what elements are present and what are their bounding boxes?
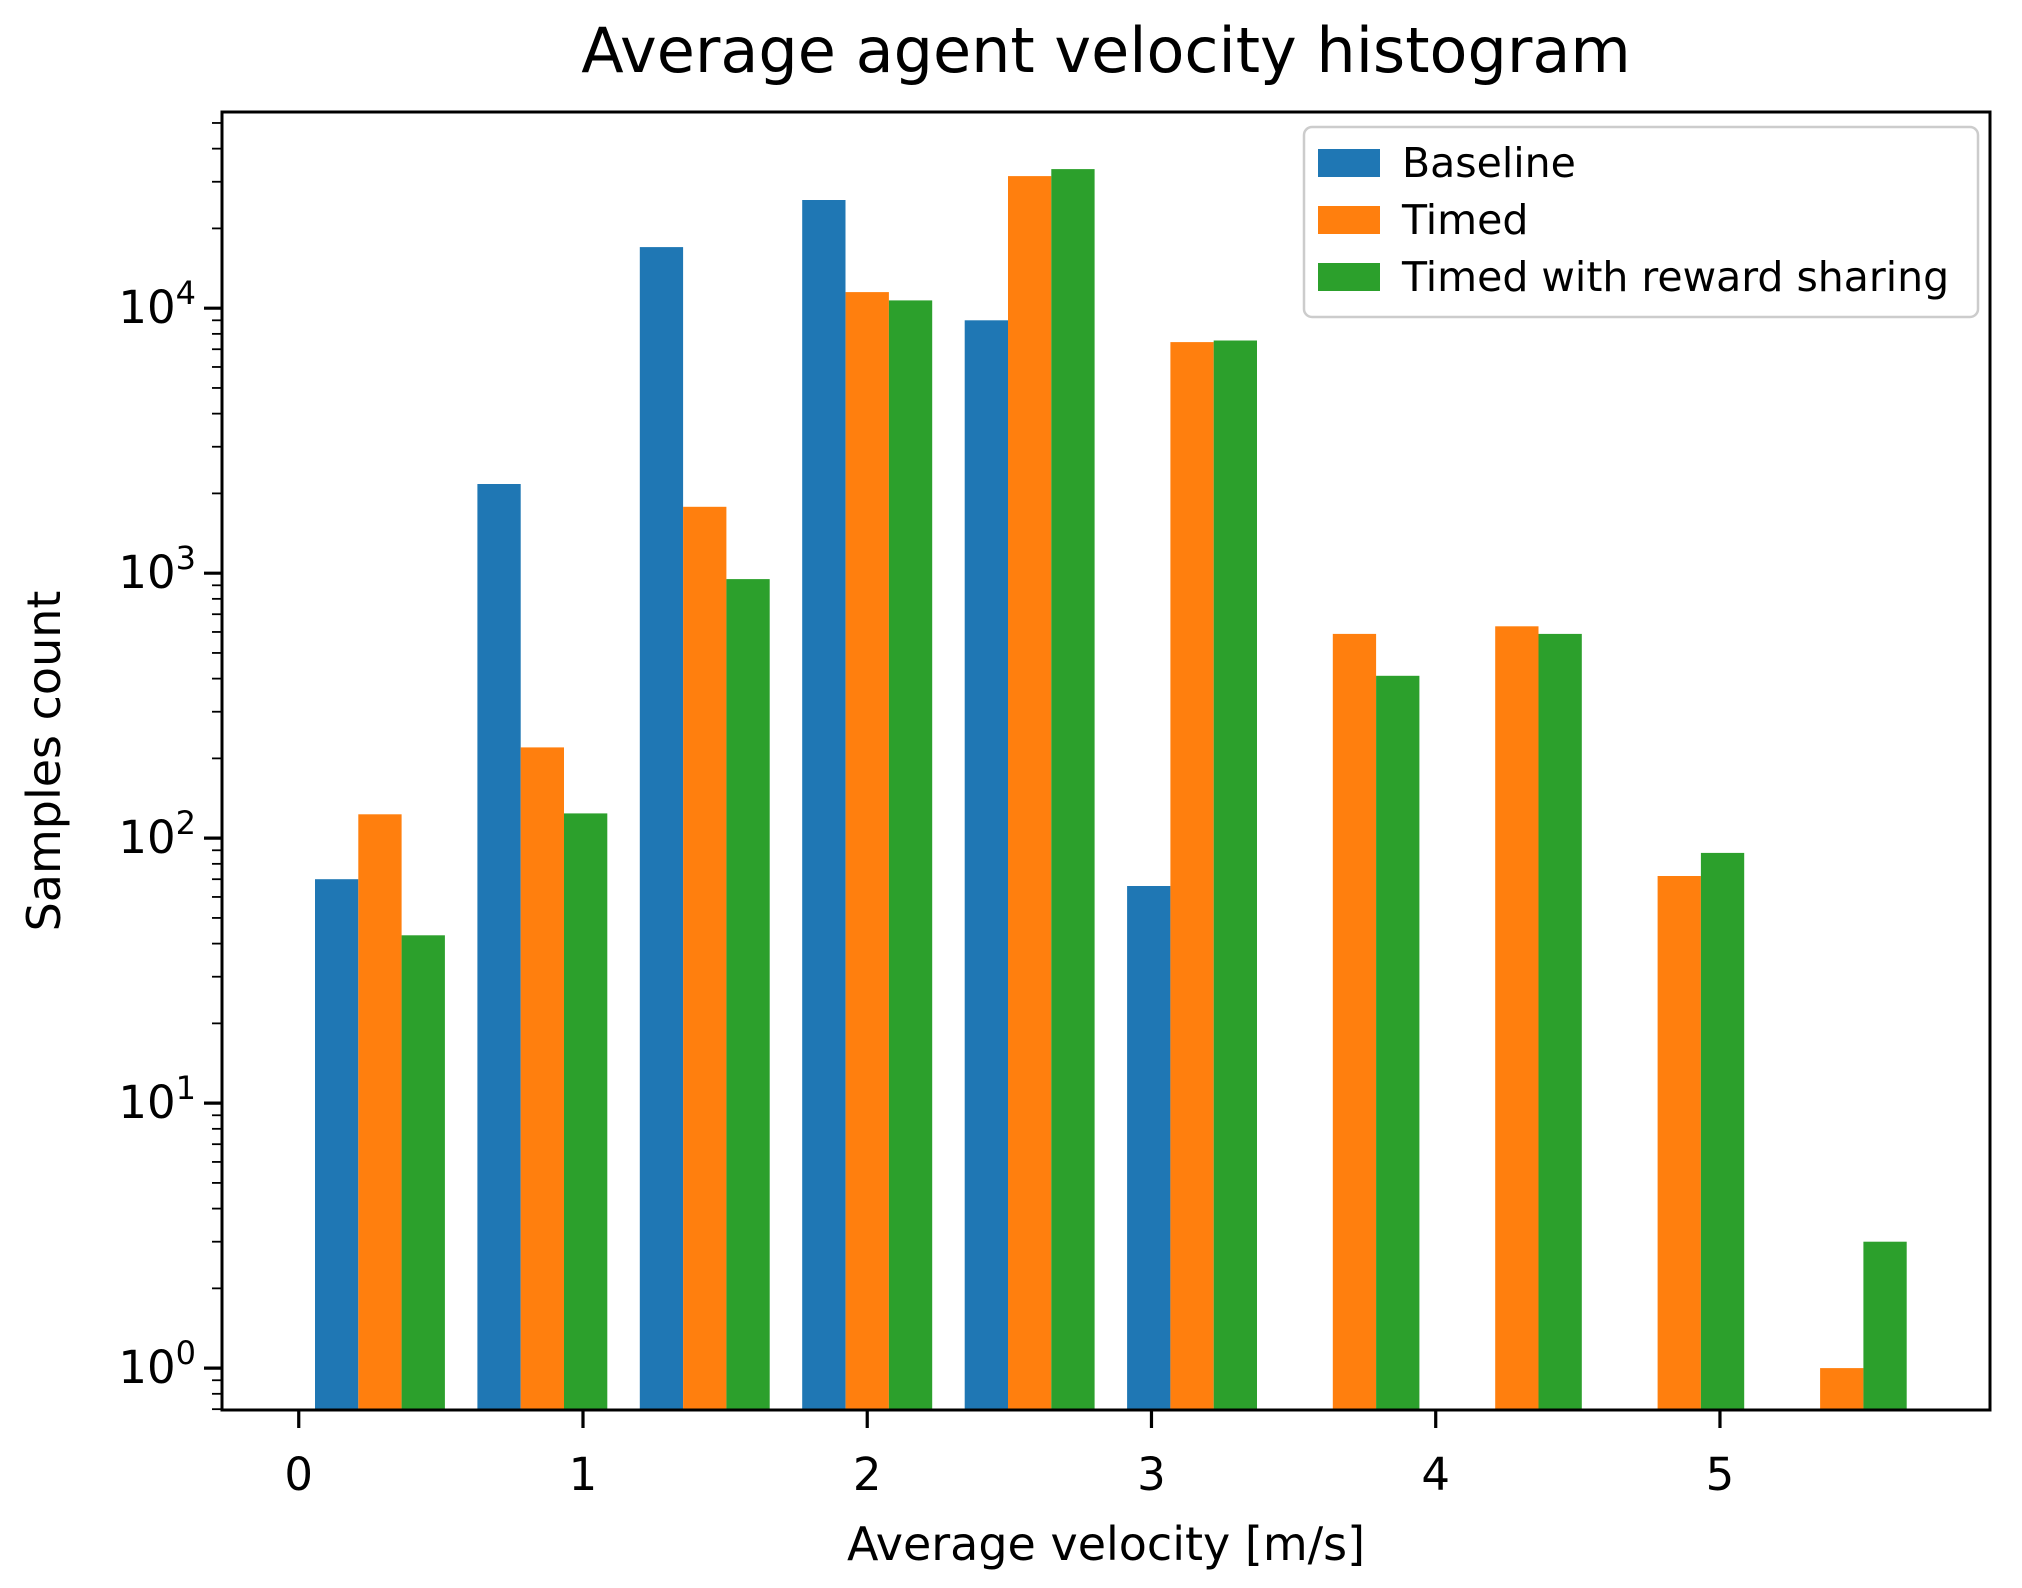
bar-timed-bin8 [1657, 876, 1701, 1410]
x-tick-label-5: 5 [1706, 1448, 1735, 1501]
y-tick-label-1e0: 100 [118, 1334, 196, 1394]
x-axis-label: Average velocity [m/s] [847, 1517, 1365, 1571]
bar-timed-bin6 [1332, 633, 1377, 1410]
legend: Baseline Timed Timed with reward sharing [1302, 125, 1980, 319]
y-axis-label: Samples count [17, 591, 71, 932]
bar-timed-bin5 [1170, 342, 1214, 1411]
bar-timed-with-reward-sharing-bin9 [1863, 1241, 1907, 1410]
bar-baseline-bin0 [315, 879, 359, 1410]
legend-swatch-baseline [1318, 149, 1380, 177]
bar-timed-bin4 [1008, 176, 1052, 1411]
bar-timed-with-reward-sharing-bin2 [726, 579, 770, 1410]
bar-baseline-bin5 [1127, 886, 1171, 1410]
bar-baseline-bin4 [964, 320, 1008, 1410]
bar-timed-bin2 [683, 506, 727, 1410]
legend-swatch-timed-with-reward-sharing [1318, 263, 1380, 291]
bar-timed-bin3 [845, 292, 889, 1411]
y-tick-label-1e2: 102 [118, 804, 196, 864]
bars-layer [315, 169, 1907, 1411]
bar-baseline-bin1 [477, 484, 521, 1410]
bar-baseline-bin3 [802, 200, 846, 1410]
bar-timed-with-reward-sharing-bin0 [401, 935, 445, 1410]
bar-timed-bin9 [1820, 1368, 1864, 1410]
bar-timed-with-reward-sharing-bin3 [888, 300, 933, 1410]
bar-timed-bin7 [1495, 626, 1539, 1410]
x-tick-label-3: 3 [1137, 1448, 1166, 1501]
legend-frame [1302, 125, 1980, 319]
chart-title: Average agent velocity histogram [581, 14, 1630, 87]
bar-timed-with-reward-sharing-bin6 [1376, 675, 1420, 1410]
ticks-layer: 0 1 2 3 4 5 100 101 102 103 104 [118, 122, 1735, 1501]
legend-swatch-timed [1318, 206, 1380, 234]
bar-timed-with-reward-sharing-bin1 [564, 813, 608, 1410]
x-tick-label-1: 1 [569, 1448, 598, 1501]
x-tick-label-0: 0 [284, 1448, 313, 1501]
x-tick-label-4: 4 [1421, 1448, 1450, 1501]
bar-timed-with-reward-sharing-bin8 [1700, 852, 1745, 1410]
bar-timed-with-reward-sharing-bin5 [1213, 340, 1257, 1410]
bar-timed-bin1 [520, 747, 564, 1410]
bar-timed-with-reward-sharing-bin7 [1538, 633, 1582, 1410]
y-tick-label-1e4: 104 [118, 274, 196, 334]
y-tick-label-1e1: 101 [118, 1069, 196, 1129]
bar-baseline-bin2 [639, 247, 684, 1411]
legend-label-baseline: Baseline [1402, 139, 1576, 187]
legend-label-timed: Timed [1401, 196, 1528, 244]
x-tick-label-2: 2 [853, 1448, 882, 1501]
y-tick-label-1e3: 103 [118, 539, 196, 599]
legend-label-timed-with-reward-sharing: Timed with reward sharing [1401, 253, 1949, 301]
axes-spines [220, 110, 1992, 1412]
bar-timed-with-reward-sharing-bin4 [1051, 169, 1095, 1411]
bar-timed-bin0 [358, 814, 402, 1410]
